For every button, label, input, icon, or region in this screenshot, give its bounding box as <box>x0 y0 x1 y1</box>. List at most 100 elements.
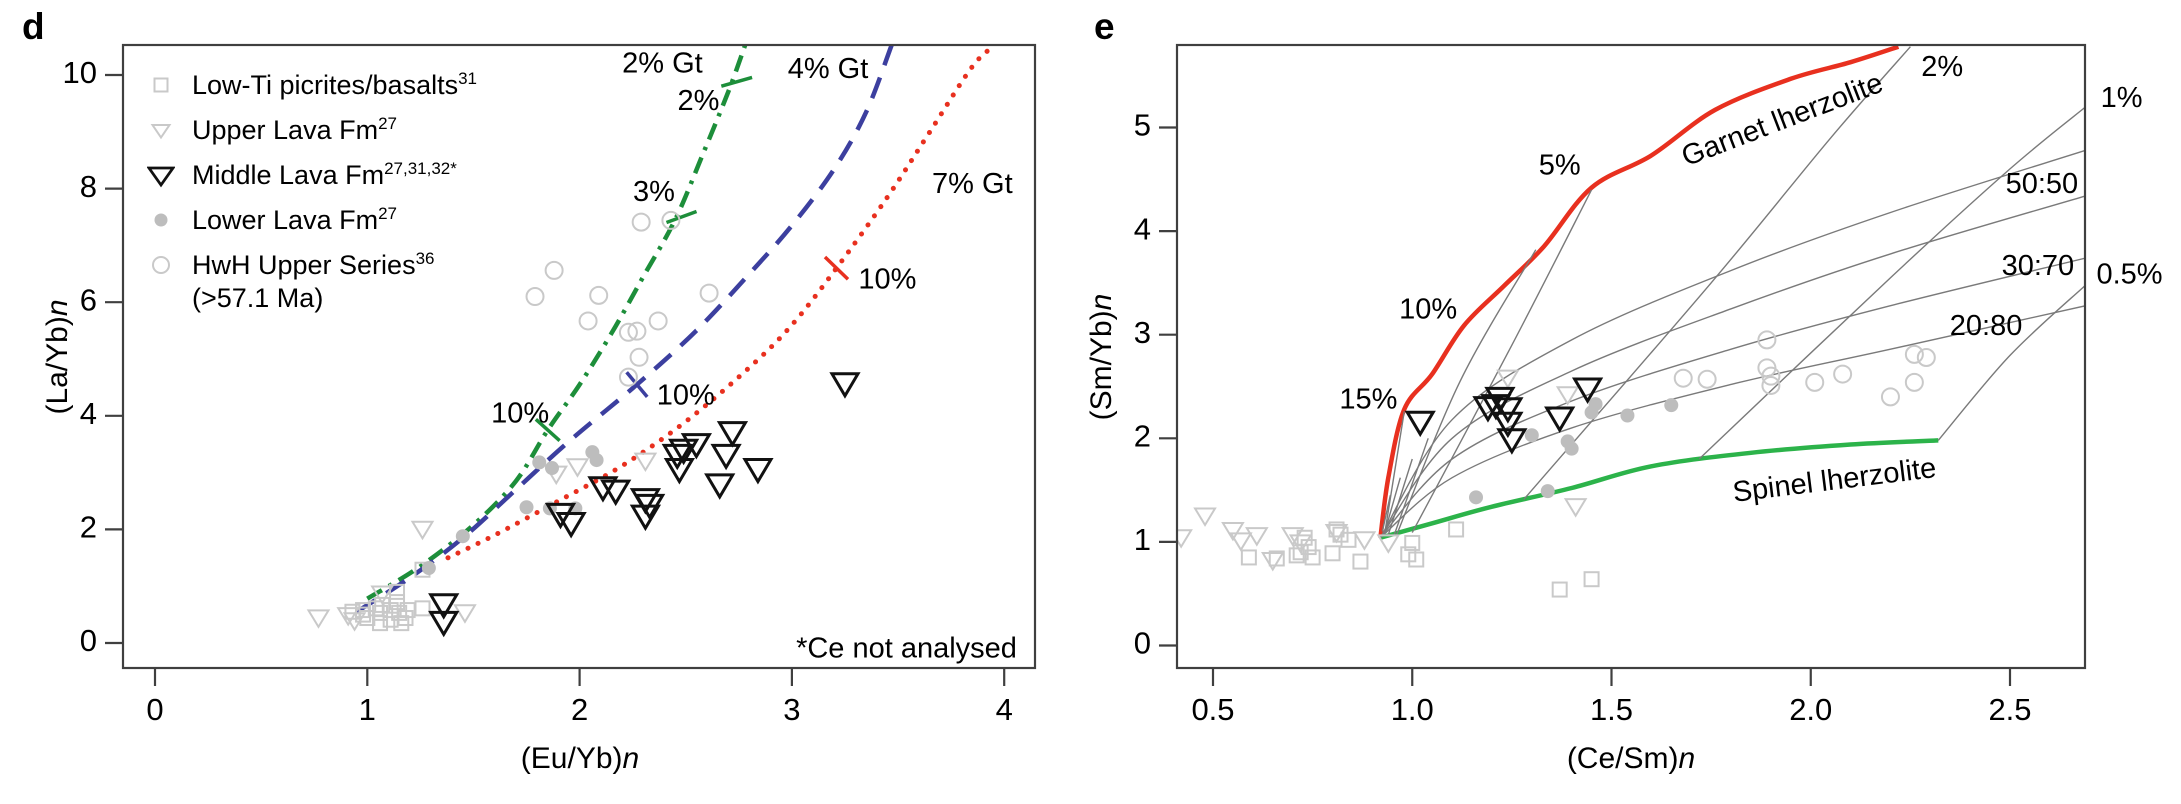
legend-label: Low-Ti picrites/basalts31 <box>192 68 478 100</box>
y-axis-title-e: (Sm/Yb)n <box>1085 293 1118 421</box>
data-point <box>1404 534 1421 551</box>
data-point <box>1563 498 1588 518</box>
data-point <box>1448 521 1465 538</box>
data-point <box>455 529 470 544</box>
data-point <box>1571 377 1604 404</box>
legend-label: Upper Lava Fm27 <box>192 113 397 145</box>
data-point <box>716 421 749 448</box>
x-axis-title-d: (Eu/Yb)n <box>520 742 640 775</box>
data-point <box>1404 410 1436 438</box>
plot-box <box>1175 43 2087 670</box>
curve-7-gt-melting-curve <box>445 45 999 561</box>
curve-mixing-line-upper <box>1379 149 2085 539</box>
annotation-label: 2% Gt <box>622 47 703 79</box>
data-point <box>370 585 394 605</box>
curve-spinel-lherzolite-boundary <box>1379 438 1939 540</box>
curve-15-melt-line <box>1383 411 1405 536</box>
data-point <box>710 443 742 471</box>
data-point <box>627 321 647 341</box>
data-point <box>589 453 604 468</box>
data-point <box>1620 408 1635 423</box>
panel-e-letter: e <box>1094 6 1115 47</box>
data-point <box>1916 347 1936 367</box>
y-tick-label: 4 <box>80 396 97 431</box>
data-point <box>1229 532 1253 552</box>
data-point <box>1352 531 1377 551</box>
data-point <box>1324 545 1341 562</box>
data-point <box>545 461 560 476</box>
curve-mixing-line-30-70 <box>1379 257 2085 539</box>
x-tick-label: 0 <box>146 692 163 727</box>
x-tick-label: 2.5 <box>1988 692 2031 727</box>
data-point <box>421 561 436 576</box>
annotation-label: 30:70 <box>2002 250 2075 282</box>
data-point <box>453 604 477 624</box>
data-point <box>382 611 399 628</box>
data-point <box>1524 428 1539 443</box>
data-point <box>1492 397 1524 424</box>
data-point <box>544 502 577 530</box>
curve-garnet-lherzolite-boundary <box>1378 45 1900 539</box>
y-tick-label: 0 <box>80 623 97 658</box>
annotation-label: 15% <box>1339 384 1397 416</box>
data-point <box>1540 484 1555 499</box>
legend-label: Middle Lava Fm27,31,32* <box>192 158 457 190</box>
data-point <box>1583 571 1600 588</box>
curve-percent-tick <box>720 75 753 88</box>
data-point <box>618 367 638 387</box>
data-point <box>1340 531 1357 548</box>
data-point <box>1757 330 1777 350</box>
data-point <box>1324 524 1349 544</box>
markers-panel-d <box>306 210 861 638</box>
annotation-label: 10% <box>1399 294 1457 326</box>
data-point <box>1268 550 1285 567</box>
data-point <box>600 479 632 507</box>
data-point <box>1240 549 1257 566</box>
curve-mixing-line-20-80 <box>1379 305 2085 539</box>
annotation-label: 20:80 <box>1950 310 2023 342</box>
markers-panel-e <box>1177 330 1936 598</box>
y-tick-label: 2 <box>1134 418 1151 453</box>
data-point <box>663 458 696 485</box>
curves-panel-e <box>1378 45 2085 540</box>
data-point <box>532 455 547 470</box>
annotation-label: 10% <box>657 380 715 412</box>
data-point <box>1221 521 1245 542</box>
legend-item-low-ti: Low-Ti picrites/basalts31 <box>146 62 477 107</box>
data-point <box>704 473 736 500</box>
data-point <box>525 287 545 307</box>
x-tick-label: 1.0 <box>1391 692 1434 727</box>
data-point <box>1544 406 1576 433</box>
data-point <box>578 311 598 331</box>
data-point <box>589 285 609 305</box>
data-point <box>1245 527 1269 547</box>
data-point <box>544 260 564 280</box>
legend-label: HwH Upper Series36 <box>192 248 435 280</box>
data-point <box>1555 386 1580 406</box>
data-point <box>661 210 681 230</box>
data-point <box>1496 428 1528 455</box>
data-point <box>1904 344 1924 364</box>
data-point <box>1805 372 1825 392</box>
data-point <box>629 504 662 532</box>
data-point <box>1904 372 1924 392</box>
data-point <box>519 500 534 515</box>
data-point <box>1564 441 1579 456</box>
open-triangle-icon <box>146 118 176 142</box>
curve-percent-tick <box>665 209 698 225</box>
open-square-icon <box>146 73 176 97</box>
x-tick-label: 2 <box>571 692 588 727</box>
data-point <box>1761 375 1781 395</box>
data-point <box>1352 553 1369 570</box>
y-tick-label: 2 <box>80 510 97 545</box>
curve-0-5-melt-line <box>1937 284 2085 441</box>
data-point <box>1761 366 1781 386</box>
x-tick-label: 1.5 <box>1590 692 1633 727</box>
data-point <box>633 452 658 473</box>
data-point <box>1193 507 1217 527</box>
axes-panel-e: 0.5 1.0 1.5 2.0 2.5 0 1 2 3 4 5 <box>1134 43 2087 727</box>
data-point <box>428 610 460 638</box>
data-point <box>1288 547 1305 564</box>
curve-mixing-line-50-50 <box>1379 195 2085 539</box>
